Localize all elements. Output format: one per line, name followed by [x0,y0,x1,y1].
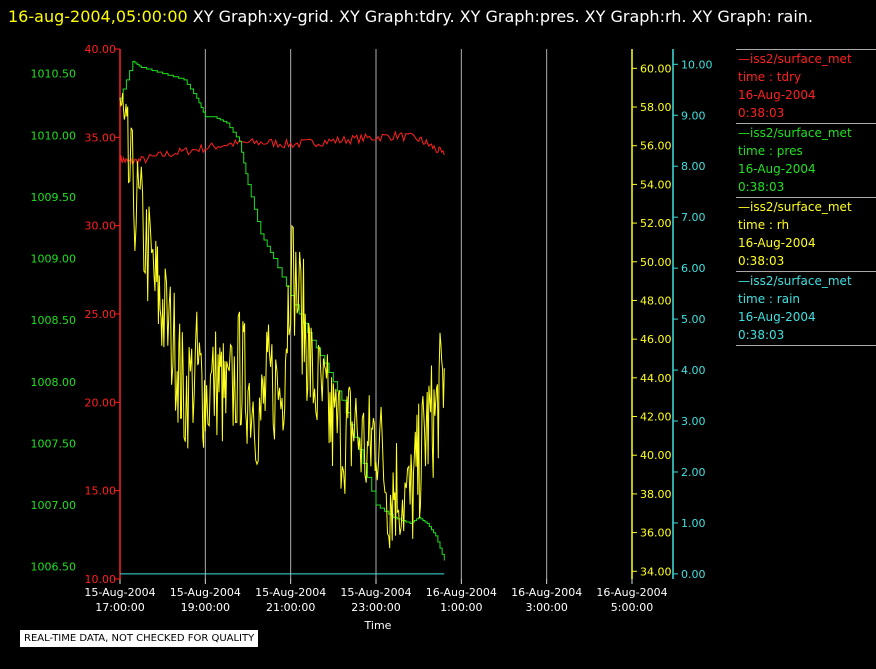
y-tick-label-pres: 1010.00 [31,129,77,142]
series-line-pres [120,60,445,561]
legend-time: 0:38:03 [738,180,785,194]
y-tick-label-rain: 0.00 [681,568,706,581]
x-axis-label: Time [364,619,392,632]
x-tick-date: 16-Aug-2004 [596,586,667,599]
y-tick-label-rh: 60.00 [640,62,672,75]
y-tick-label-rh: 46.00 [640,333,672,346]
legend-entry-tdry: —iss2/surface_met time : tdry 16-Aug-200… [736,49,876,123]
y-tick-label-rh: 36.00 [640,527,672,540]
y-tick-label-rh: 54.00 [640,178,672,191]
y-tick-label-rain: 8.00 [681,160,706,173]
y-tick-label-tdry: 20.00 [85,396,117,409]
y-tick-label-pres: 1008.00 [31,376,77,389]
y-tick-label-rh: 38.00 [640,488,672,501]
x-tick-time: 19:00:00 [181,601,230,614]
y-tick-label-pres: 1007.50 [31,437,77,450]
y-tick-label-rh: 40.00 [640,449,672,462]
x-tick-date: 15-Aug-2004 [170,586,241,599]
y-tick-label-rain: 9.00 [681,109,706,122]
legend-variable: time : pres [738,144,803,158]
legend-date: 16-Aug-2004 [738,310,816,324]
y-tick-label-rain: 5.00 [681,313,706,326]
y-tick-label-rain: 10.00 [681,58,713,71]
y-tick-label-rain: 7.00 [681,211,706,224]
y-tick-label-rh: 44.00 [640,372,672,385]
title-timestamp: 16-aug-2004,05:00:00 [8,7,188,26]
x-tick-time: 1:00:00 [440,601,482,614]
y-tick-label-rh: 58.00 [640,101,672,114]
y-tick-label-rh: 48.00 [640,294,672,307]
legend-date: 16-Aug-2004 [738,88,816,102]
y-tick-label-rain: 4.00 [681,364,706,377]
y-tick-label-tdry: 40.00 [85,43,117,56]
x-tick-time: 3:00:00 [525,601,567,614]
legend-date: 16-Aug-2004 [738,236,816,250]
legend-source: —iss2/surface_met [738,126,852,140]
y-tick-label-rh: 34.00 [640,565,672,578]
y-tick-label-rain: 2.00 [681,466,706,479]
x-tick-date: 16-Aug-2004 [426,586,497,599]
y-tick-label-rain: 3.00 [681,415,706,428]
legend-time: 0:38:03 [738,254,785,268]
legend-variable: time : rh [738,218,790,232]
quality-disclaimer: REAL-TIME DATA, NOT CHECKED FOR QUALITY [20,630,259,647]
series-line-tdry [119,130,445,165]
x-tick-time: 21:00:00 [266,601,315,614]
legend: —iss2/surface_met time : tdry 16-Aug-200… [736,49,876,346]
y-tick-label-tdry: 10.00 [85,573,117,586]
series-line-rh [119,93,445,549]
legend-time: 0:38:03 [738,106,785,120]
y-tick-label-rain: 1.00 [681,517,706,530]
y-tick-label-rh: 42.00 [640,411,672,424]
legend-variable: time : rain [738,292,801,306]
x-tick-time: 5:00:00 [611,601,653,614]
chart-title: 16-aug-2004,05:00:00 XY Graph:xy-grid. X… [8,2,868,31]
y-tick-label-tdry: 30.00 [85,220,117,233]
legend-variable: time : tdry [738,70,802,84]
legend-date: 16-Aug-2004 [738,162,816,176]
legend-time: 0:38:03 [738,328,785,342]
y-tick-label-pres: 1007.00 [31,499,77,512]
legend-entry-rain: —iss2/surface_met time : rain 16-Aug-200… [736,271,876,346]
legend-entry-rh: —iss2/surface_met time : rh 16-Aug-2004 … [736,197,876,271]
x-tick-date: 15-Aug-2004 [340,586,411,599]
y-tick-label-pres: 1006.50 [31,561,77,574]
y-tick-label-tdry: 25.00 [85,308,117,321]
x-tick-time: 17:00:00 [95,601,144,614]
y-tick-label-pres: 1009.50 [31,191,77,204]
title-text: XY Graph:xy-grid. XY Graph:tdry. XY Grap… [187,7,813,26]
x-tick-time: 23:00:00 [351,601,400,614]
y-tick-label-tdry: 35.00 [85,131,117,144]
y-tick-label-tdry: 15.00 [85,485,117,498]
y-tick-label-pres: 1010.50 [31,68,77,81]
x-tick-date: 15-Aug-2004 [255,586,326,599]
y-tick-label-pres: 1008.50 [31,314,77,327]
y-tick-label-pres: 1009.00 [31,253,77,266]
y-tick-label-rh: 50.00 [640,256,672,269]
legend-source: —iss2/surface_met [738,274,852,288]
y-tick-label-rh: 52.00 [640,217,672,230]
legend-source: —iss2/surface_met [738,200,852,214]
x-tick-date: 15-Aug-2004 [84,586,155,599]
x-tick-date: 16-Aug-2004 [511,586,582,599]
legend-entry-pres: —iss2/surface_met time : pres 16-Aug-200… [736,123,876,197]
y-tick-label-rain: 6.00 [681,262,706,275]
y-tick-label-rh: 56.00 [640,140,672,153]
legend-source: —iss2/surface_met [738,52,852,66]
